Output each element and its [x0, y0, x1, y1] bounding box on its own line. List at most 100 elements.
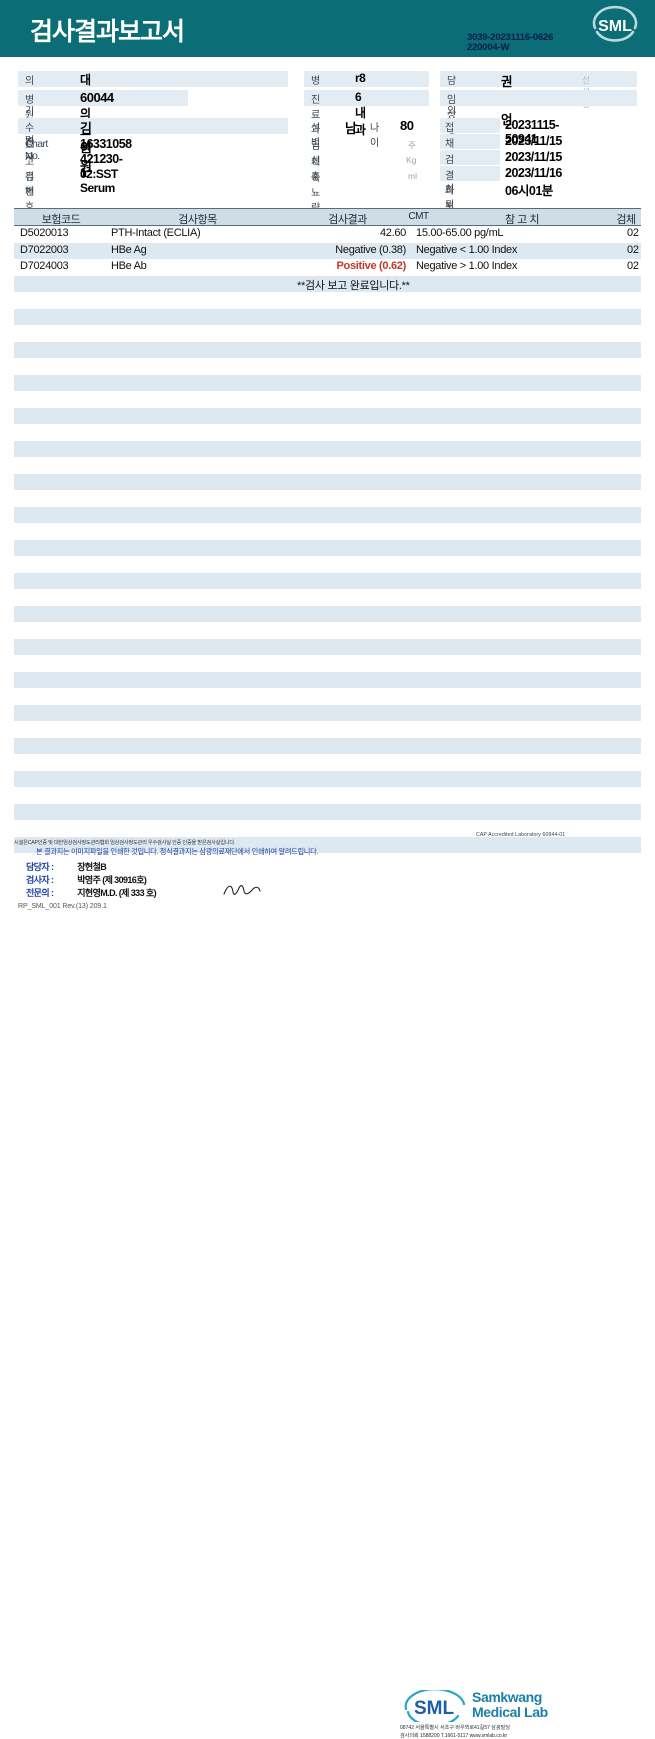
cell-insurance-code: D5020013: [20, 227, 69, 239]
lab-contact: 검사의뢰 1588200 T.1661-5117 www.smlab.co.kr: [400, 1733, 507, 1739]
specimen-value: 02:SST Serum: [80, 167, 118, 195]
table-row-empty: [14, 721, 641, 738]
table-row-empty: [14, 754, 641, 771]
table-row: **검사 보고 완료입니다.**: [14, 275, 641, 292]
table-row-empty: [14, 358, 641, 375]
signature-row-tester: 검사자 : 박영주 (제 30916호): [26, 873, 147, 886]
dept-label: 진료과: [311, 95, 320, 136]
table-row-empty: [14, 605, 641, 622]
table-row-empty: [14, 341, 641, 358]
table-row-empty: [14, 391, 641, 408]
cell-test-name: PTH-Intact (ECLIA): [111, 227, 201, 239]
table-row-empty: [14, 671, 641, 688]
table-row-empty: [14, 787, 641, 804]
signature-label-tester: 검사자 :: [26, 875, 54, 885]
signature-value-manager: 장현철B: [77, 862, 107, 872]
column-header-test: 검사항목: [178, 214, 217, 226]
specimen-label: 검체: [25, 172, 34, 198]
barcode-line-1: 3039-20231116-0626: [467, 32, 554, 43]
signature-label-manager: 담당자 :: [26, 862, 54, 872]
clinical-info-bg: [440, 90, 637, 106]
hospital-code-bg: [18, 90, 188, 106]
cell-specimen: 02: [627, 260, 639, 272]
cell-result: Negative (0.38): [335, 243, 406, 256]
cell-result: **검사 보고 완료입니다.**: [297, 279, 410, 292]
table-row-empty: [14, 803, 641, 820]
table-row-empty: [14, 622, 641, 639]
patient-label: 수진자: [25, 123, 34, 164]
table-row-empty: [14, 589, 641, 606]
org-field-bg: [18, 71, 288, 87]
handwritten-signature-icon: [223, 885, 261, 895]
signature-row-specialist: 전문의 : 지현영M.D. (제 333 호): [26, 886, 157, 899]
receipt-no-value: 20231115-50941: [505, 118, 559, 146]
table-row: D7024003 HBe Ab Positive (0.62) Negative > …: [14, 259, 641, 276]
urine-unit: ml: [408, 171, 417, 181]
sex-value: 남: [345, 121, 357, 136]
receipt-no-label-bg: [440, 118, 500, 133]
page-footer: 시설은CAP인증 및 대한임상검사정도관리협회 임상검사정도관리 우수검사실 인…: [0, 836, 655, 1739]
cell-reference: 15.00-65.00 pg/mL: [416, 227, 504, 239]
table-row-empty: [14, 655, 641, 672]
table-row-empty: [14, 688, 641, 705]
table-header-row: 보험코드 검사항목 검사결과 CMT 참 고 치 검체: [14, 209, 641, 226]
patient-info-panel: 의뢰기관명 대구의료원 병원코드 60044 수진자 김이원 Chart No.…: [0, 57, 655, 227]
unique-no-label: 고유번호: [25, 157, 34, 213]
table-row-empty: [14, 308, 641, 325]
cell-test-name: HBe Ag: [111, 243, 147, 256]
table-row-empty: [14, 556, 641, 573]
patient-value: 김이원: [80, 121, 92, 174]
page-title: 검사결과보고서: [30, 18, 185, 46]
footer-notice: 본 결과지는 이미지파일을 인쇄한 것입니다. 정식결과지는 삼광의료재단에서 …: [36, 847, 319, 856]
table-row-empty: [14, 473, 641, 490]
unique-no-value: 421230-1: [80, 152, 123, 180]
signature-value-specialist: 지현영M.D. (제 333 호): [77, 888, 156, 898]
table-row-empty: [14, 836, 641, 853]
dept-field-bg: [304, 90, 429, 106]
cell-specimen: 02: [627, 243, 639, 256]
order-date-label-bg: [440, 150, 500, 165]
collect-date-value: 2023/11/15: [505, 134, 562, 148]
table-row-empty: [14, 457, 641, 474]
table-row-empty: [14, 374, 641, 391]
lab-branding: SML Samkwang Medical Lab 08742 서울특별시 서초구…: [400, 1688, 630, 1739]
table-row: D5020013 PTH-Intact (ECLIA) 42.60 15.00-65.…: [14, 226, 641, 243]
column-header-code: 보험코드: [41, 214, 81, 226]
sml-logo-icon: SML: [592, 5, 638, 42]
collect-date-label-bg: [440, 134, 500, 149]
ward-value: r8: [355, 71, 366, 85]
table-row-empty: [14, 506, 641, 523]
svg-text:SML: SML: [598, 18, 632, 35]
column-header-specimen: 검체: [616, 214, 636, 226]
signature-label-specialist: 전문의 :: [26, 888, 54, 898]
table-row-empty: [14, 325, 641, 342]
table-row-empty: [14, 407, 641, 424]
cap-accreditation-text: CAP Accredited Laboratory 60944-01: [476, 832, 566, 838]
document-revision: RP_SML_001 Rev.(13) 209.1: [18, 903, 107, 910]
table-row-empty: [14, 292, 641, 309]
table-row-empty: [14, 704, 641, 721]
signature-value-tester: 박영주 (제 30916호): [77, 875, 147, 885]
table-row-empty: [14, 523, 641, 540]
pregnancy-label: 임신: [311, 141, 320, 167]
cell-insurance-code: D7022003: [20, 243, 69, 256]
cell-result: Positive (0.62): [336, 260, 407, 272]
pregnancy-unit: 주: [408, 140, 416, 150]
table-row-empty: [14, 490, 641, 507]
chart-no-value: 16331058: [80, 137, 132, 151]
cell-reference: Negative < 1.00 Index: [416, 243, 518, 256]
column-header-reference: 참 고 치: [505, 214, 539, 226]
column-header-cmt: CMT: [408, 211, 429, 222]
table-row-empty: [14, 440, 641, 457]
results-table: 보험코드 검사항목 검사결과 CMT 참 고 치 검체 D5020013 PTH-…: [14, 208, 641, 853]
report-date-value: 2023/11/16 06시01분: [505, 166, 562, 198]
weight-unit: Kg: [406, 155, 417, 165]
table-row-empty: [14, 820, 641, 837]
sex-label: 성별: [311, 123, 320, 149]
svg-text:SML: SML: [414, 1698, 455, 1719]
table-row-empty: [14, 572, 641, 589]
column-header-result: 검사결과: [328, 214, 367, 226]
doctor-field-bg: [440, 71, 637, 87]
age-value: 80: [400, 118, 414, 133]
table-row-empty: [14, 424, 641, 441]
